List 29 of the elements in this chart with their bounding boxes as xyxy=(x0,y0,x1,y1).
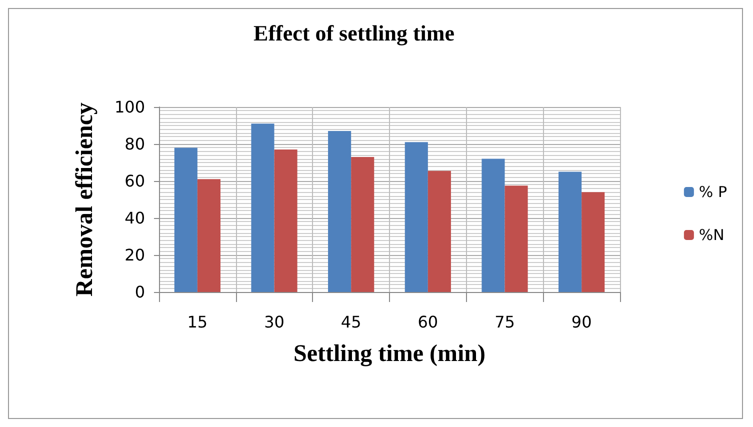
x-tick-label: 15 xyxy=(187,312,208,332)
x-tick-label: 90 xyxy=(571,312,592,332)
bar xyxy=(428,170,451,292)
legend-label: %N xyxy=(698,226,724,244)
x-tick-label: 60 xyxy=(418,312,438,332)
legend-label: % P xyxy=(698,183,728,201)
x-tick-label: 30 xyxy=(264,312,284,332)
y-axis-title: Removal efficiency xyxy=(72,102,98,296)
y-tick-label: 80 xyxy=(124,134,145,154)
x-axis-title: Settling time (min) xyxy=(294,341,486,367)
y-tick-label: 60 xyxy=(124,172,145,190)
bar xyxy=(482,158,505,292)
bar xyxy=(558,172,582,292)
bar xyxy=(251,124,274,292)
bar xyxy=(582,192,605,292)
bar xyxy=(404,142,428,292)
y-tick-label: 0 xyxy=(134,282,145,302)
y-tick-label: 20 xyxy=(124,246,145,264)
bar xyxy=(197,179,220,292)
bar xyxy=(351,156,374,292)
chart-title: Effect of settling time xyxy=(254,20,455,46)
y-tick-label: 100 xyxy=(114,98,145,116)
bar xyxy=(328,131,352,292)
y-tick-label: 40 xyxy=(124,208,145,228)
x-tick-label: 45 xyxy=(340,312,362,332)
x-tick-label: 75 xyxy=(494,312,515,332)
bar xyxy=(274,150,298,292)
bar xyxy=(504,186,528,292)
bar xyxy=(174,148,198,292)
